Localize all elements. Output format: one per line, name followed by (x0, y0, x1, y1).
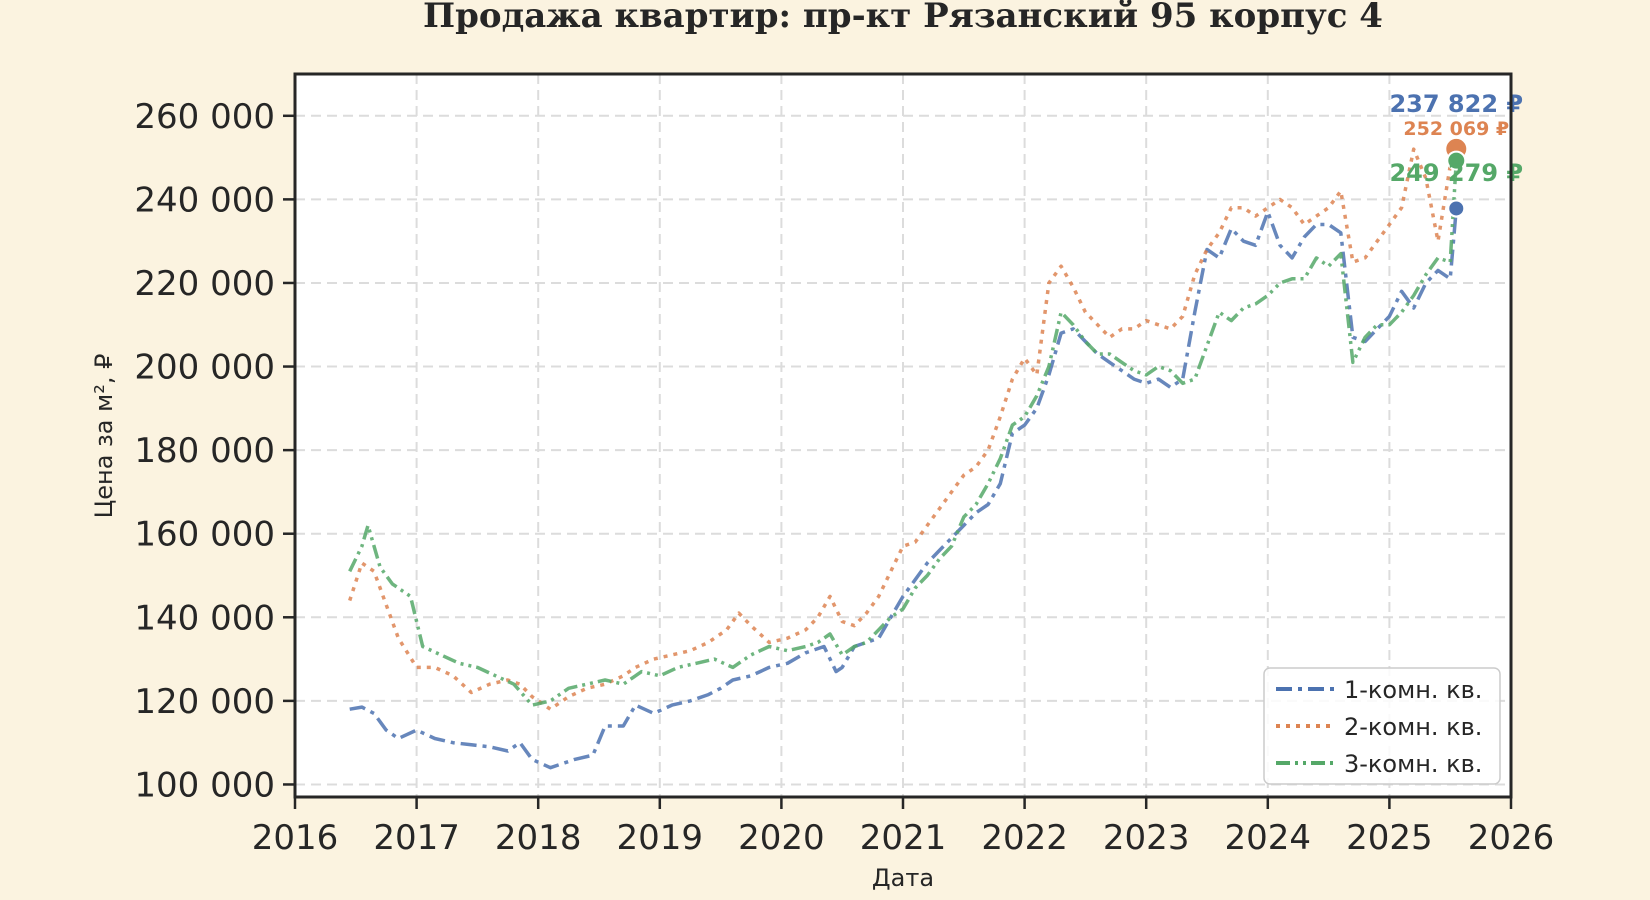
x-tick-label: 2025 (1346, 818, 1433, 858)
x-tick-label: 2017 (373, 818, 460, 858)
y-tick-label: 160 000 (134, 515, 275, 555)
y-tick-label: 240 000 (134, 180, 275, 220)
series-line-3 (348, 160, 1459, 707)
legend: 1-комн. кв. 2-комн. кв. 3-комн. кв. (1263, 667, 1501, 785)
y-tick-label: 180 000 (134, 431, 275, 471)
end-value-label: 249 279 ₽ (1389, 159, 1523, 187)
y-tick-label: 260 000 (134, 97, 275, 137)
x-tick-label: 2018 (495, 818, 582, 858)
grid-lines (294, 74, 1512, 797)
x-tick-label: 2026 (1468, 818, 1555, 858)
y-tick-label: 200 000 (134, 348, 275, 388)
x-tick-label: 2021 (860, 818, 947, 858)
end-point-marker (1446, 150, 1467, 171)
data-lines (348, 147, 1459, 770)
y-axis: 100 000 120 000 140 000 160 000 180 000 200 0… (134, 97, 295, 805)
y-tick-label: 100 000 (134, 765, 275, 805)
legend-label-1-room: 1-комн. кв. (1344, 676, 1482, 704)
x-axis-label: Дата (872, 864, 934, 892)
x-tick-label: 2024 (1225, 818, 1312, 858)
series-line-2 (348, 147, 1458, 711)
y-tick-label: 220 000 (134, 264, 275, 304)
end-markers: 237 822 ₽252 069 ₽ 249 279 ₽ (1389, 90, 1523, 218)
end-point-marker (1447, 199, 1466, 218)
y-axis-label: Цена за м², ₽ (90, 354, 118, 519)
x-tick-label: 2020 (738, 818, 825, 858)
end-value-label: 237 822 ₽ (1389, 90, 1523, 118)
x-tick-label: 2022 (981, 818, 1068, 858)
chart-title: Продажа квартир: пр-кт Рязанский 95 корп… (423, 0, 1383, 36)
x-tick-label: 2016 (252, 818, 339, 858)
legend-label-3-room: 3-комн. кв. (1344, 750, 1482, 778)
y-tick-label: 120 000 (134, 682, 275, 722)
x-tick-label: 2023 (1103, 818, 1190, 858)
x-axis: 2016 2017 2018 2019 2020 2021 2022 2023 2024 2025… (252, 797, 1555, 858)
end-value-label: 252 069 ₽ (1403, 118, 1509, 140)
legend-box (1263, 667, 1501, 785)
x-tick-label: 2019 (617, 818, 704, 858)
y-tick-label: 140 000 (134, 598, 275, 638)
legend-label-2-room: 2-комн. кв. (1344, 713, 1482, 741)
